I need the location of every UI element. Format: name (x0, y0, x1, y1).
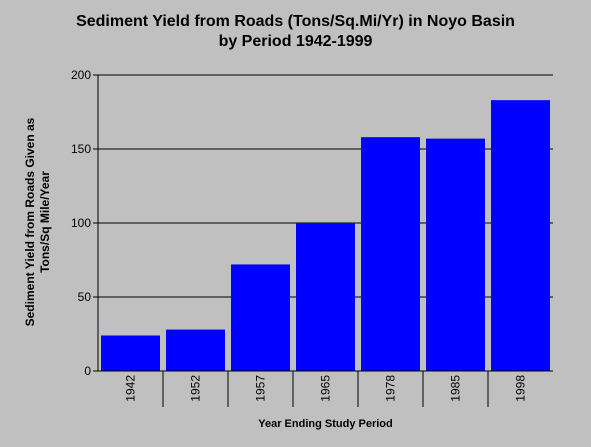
bar-1952 (166, 329, 225, 371)
x-tick-label: 1985 (449, 375, 463, 402)
bar-1985 (426, 138, 485, 371)
axes: 0 50 100 150 200 1942 1952 1957 1965 1978 1985 1998 (71, 68, 553, 407)
chart-title-line-2: by Period 1942-1999 (218, 33, 373, 50)
bar-1957 (231, 264, 290, 371)
y-tick-label: 200 (71, 68, 91, 82)
x-tick-label: 1998 (514, 375, 528, 402)
x-tick-label: 1965 (319, 375, 333, 402)
x-tick-label: 1942 (124, 375, 138, 402)
y-tick-label: 0 (84, 364, 91, 378)
y-tick-label: 50 (78, 290, 92, 304)
x-tick-label: 1957 (254, 375, 268, 402)
x-tick-label: 1952 (189, 375, 203, 402)
bars (101, 100, 550, 371)
bar-1978 (361, 137, 420, 371)
bar-1942 (101, 335, 160, 371)
x-tick-label: 1978 (384, 375, 398, 402)
x-axis-label: Year Ending Study Period (258, 418, 393, 430)
y-tick-label: 100 (71, 216, 91, 230)
y-tick-label: 150 (71, 142, 91, 156)
bar-1998 (491, 100, 550, 371)
bar-1965 (296, 223, 355, 371)
chart-title-line-1: Sediment Yield from Roads (Tons/Sq.Mi/Yr… (76, 13, 515, 30)
